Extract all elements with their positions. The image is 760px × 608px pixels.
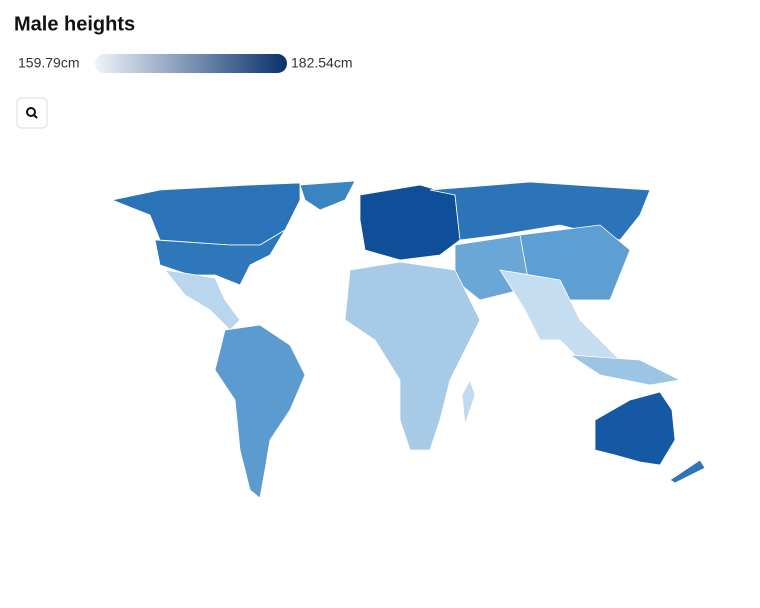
search-icon-handle[interactable] (33, 114, 38, 119)
region-africa[interactable] (344, 261, 481, 451)
search-button-box[interactable] (16, 97, 48, 129)
search-button[interactable] (16, 97, 48, 129)
legend-min-label: 159.79cm (18, 55, 79, 71)
region-indonesia[interactable] (568, 354, 682, 386)
region-new-zealand[interactable] (669, 459, 706, 484)
legend-gradient (95, 54, 287, 73)
title: Male heights (14, 13, 135, 35)
world-map (110, 180, 706, 499)
search-icon[interactable] (26, 107, 36, 117)
region-central-america[interactable] (164, 269, 241, 331)
region-usa[interactable] (154, 229, 286, 286)
region-australia[interactable] (594, 391, 676, 466)
region-greenland[interactable] (299, 180, 356, 211)
region-russia[interactable] (429, 181, 651, 241)
legend-max-label: 182.54cm (291, 55, 352, 71)
region-madagascar[interactable] (461, 378, 476, 426)
region-canada[interactable] (110, 182, 301, 246)
region-south-america[interactable] (214, 324, 306, 499)
region-europe[interactable] (359, 184, 461, 261)
